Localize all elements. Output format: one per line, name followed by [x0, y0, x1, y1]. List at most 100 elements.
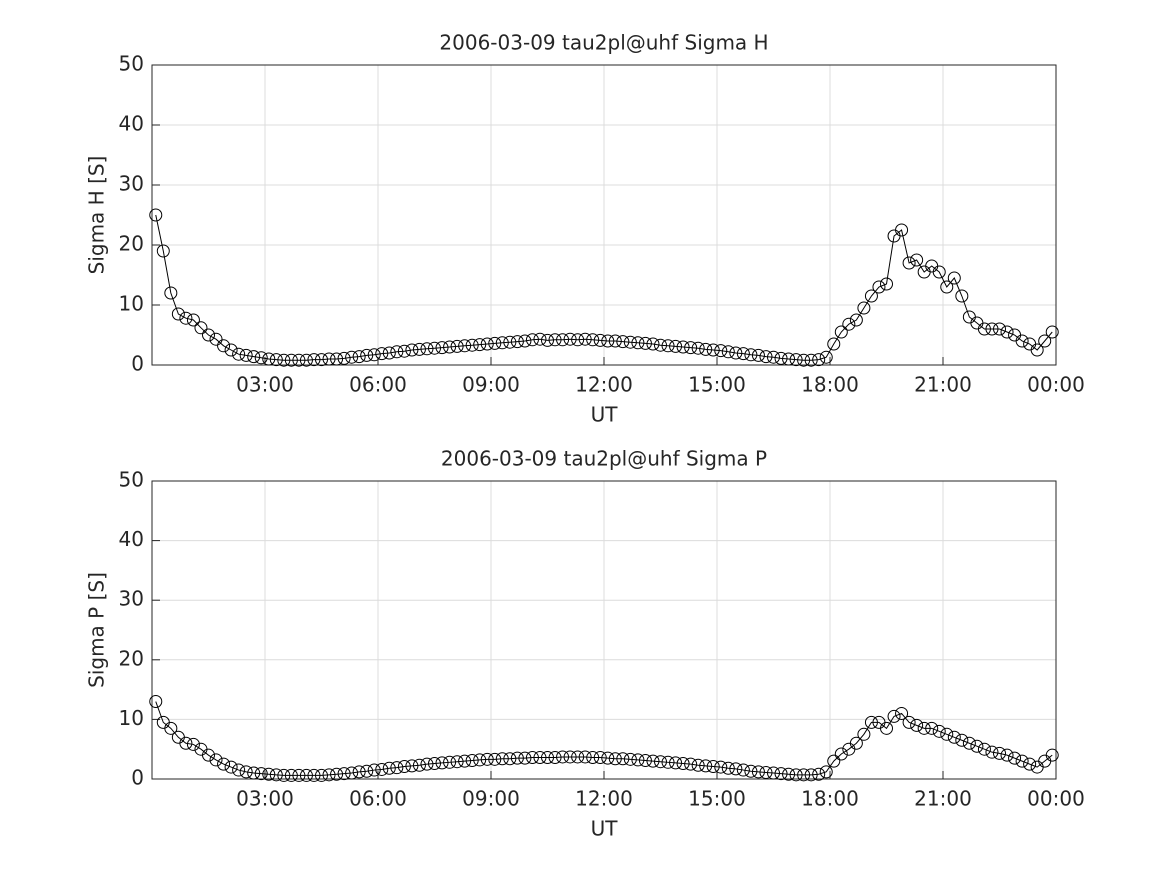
- data-point: [345, 350, 359, 364]
- x-tick-label: 21:00: [914, 373, 972, 397]
- x-tick-label: 15:00: [688, 787, 746, 811]
- data-point: [1045, 748, 1059, 762]
- data-point: [751, 348, 765, 362]
- x-tick-label: 12:00: [575, 787, 633, 811]
- data-point: [443, 340, 457, 354]
- data-point: [541, 333, 554, 347]
- data-point: [623, 752, 637, 766]
- data-point: [834, 747, 848, 761]
- data-point: [993, 322, 1006, 336]
- data-point: [397, 759, 411, 773]
- data-point: [782, 767, 796, 781]
- data-point: [955, 733, 969, 747]
- data-point: [533, 751, 547, 765]
- x-tick-label: 09:00: [462, 787, 520, 811]
- data-point: [646, 337, 660, 351]
- data-point: [367, 763, 381, 777]
- data-point: [292, 768, 306, 782]
- data-point: [164, 721, 178, 735]
- data-point: [857, 301, 871, 315]
- data-point: [480, 752, 494, 766]
- data-point: [699, 759, 713, 773]
- y-tick-label: 0: [131, 766, 144, 790]
- data-point: [217, 757, 231, 771]
- data-point: [307, 768, 321, 782]
- data-point: [322, 768, 336, 782]
- data-point: [149, 208, 163, 222]
- data-point: [917, 721, 931, 735]
- data-point: [473, 753, 487, 767]
- data-point: [977, 742, 991, 756]
- data-point: [940, 727, 954, 741]
- data-point: [797, 768, 811, 782]
- data-point: [608, 334, 622, 348]
- y-tick-label: 40: [119, 527, 144, 551]
- data-point: [993, 746, 1006, 760]
- data-point: [556, 750, 570, 764]
- data-point: [518, 334, 532, 348]
- data-point: [654, 338, 667, 352]
- data-point: [834, 325, 848, 339]
- data-point: [887, 709, 901, 723]
- x-tick-label: 03:00: [236, 787, 294, 811]
- data-point: [420, 757, 434, 771]
- data-point: [390, 761, 404, 775]
- data-point: [676, 340, 690, 354]
- data-point: [608, 752, 622, 766]
- data-point: [857, 727, 871, 741]
- data-point: [277, 353, 291, 367]
- data-point: [819, 350, 833, 364]
- y-tick-label: 20: [119, 646, 144, 670]
- data-point: [932, 724, 946, 738]
- data-point: [970, 739, 984, 753]
- data-point: [571, 333, 585, 347]
- data-point: [224, 343, 238, 357]
- data-point: [533, 332, 547, 346]
- data-point: [488, 752, 502, 766]
- x-tick-label: 18:00: [801, 373, 859, 397]
- data-point: [194, 321, 208, 335]
- data-point: [186, 313, 200, 327]
- plot-frame: [151, 64, 1057, 366]
- data-point: [767, 350, 780, 364]
- data-point: [548, 333, 562, 347]
- data-point: [179, 736, 193, 750]
- data-point: [548, 751, 562, 765]
- data-point: [480, 337, 494, 351]
- data-point: [186, 737, 200, 751]
- data-point: [849, 736, 863, 750]
- x-tick-label: 12:00: [575, 373, 633, 397]
- data-point: [985, 322, 999, 336]
- data-point: [1023, 757, 1037, 771]
- data-point: [767, 766, 780, 780]
- data-point: [262, 767, 276, 781]
- data-point: [646, 754, 660, 768]
- data-point: [382, 761, 396, 775]
- data-point: [774, 351, 788, 365]
- data-point: [601, 751, 615, 765]
- data-point: [352, 765, 366, 779]
- data-point: [586, 751, 600, 765]
- data-point: [525, 333, 539, 347]
- data-point: [337, 767, 351, 781]
- data-point: [586, 333, 600, 347]
- data-point: [910, 253, 924, 267]
- data-point: [428, 757, 441, 771]
- data-point: [691, 758, 705, 772]
- data-point: [525, 751, 539, 765]
- data-point: [872, 280, 886, 294]
- data-point: [623, 335, 637, 349]
- data-point: [284, 768, 298, 782]
- data-point: [428, 341, 441, 355]
- y-tick-label: 20: [119, 232, 144, 256]
- data-point: [443, 755, 457, 769]
- x-axis-label: UT: [591, 403, 619, 427]
- data-point: [224, 760, 238, 774]
- data-point: [774, 767, 788, 781]
- data-point: [202, 328, 215, 342]
- data-point: [1015, 754, 1029, 768]
- data-point: [412, 758, 426, 772]
- data-point: [721, 345, 735, 359]
- y-tick-label: 50: [119, 52, 144, 76]
- data-point: [269, 353, 283, 367]
